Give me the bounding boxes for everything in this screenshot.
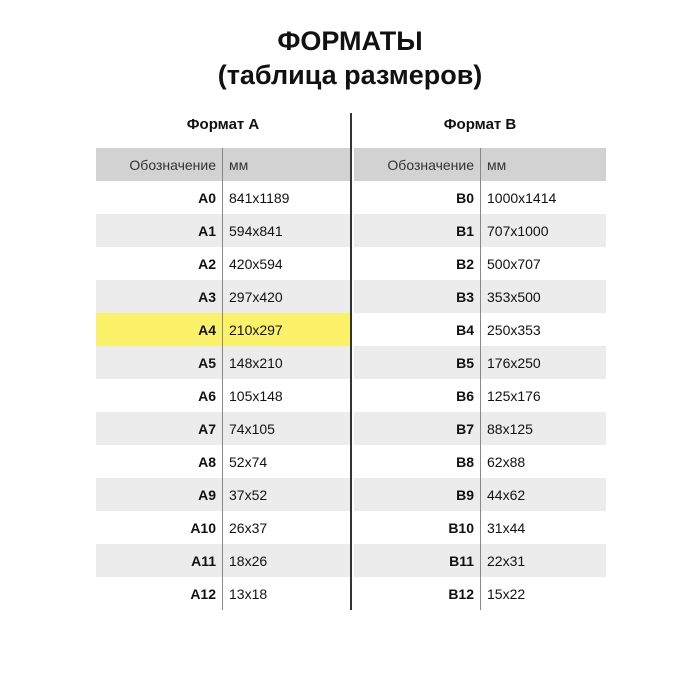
cell-designation: A12	[96, 577, 223, 610]
page-subtitle: (таблица размеров)	[217, 60, 483, 90]
cell-designation: A0	[96, 181, 223, 214]
cell-size: 13x18	[229, 585, 268, 602]
cell-designation: B5	[354, 346, 481, 379]
table-row: B10 31x44	[354, 511, 606, 544]
table-row: B0 1000x1414	[354, 181, 606, 214]
table-row: A9 37x52	[96, 478, 350, 511]
cell-designation: B10	[354, 511, 481, 544]
table-header: Обозначение мм	[354, 148, 606, 181]
format-b-heading: Формат B	[443, 116, 517, 133]
cell-size: 148x210	[229, 354, 283, 371]
cell-size: 18x26	[229, 552, 268, 569]
table-row: A0 841x1189	[96, 181, 350, 214]
cell-designation: B6	[354, 379, 481, 412]
table-row: B8 62x88	[354, 445, 606, 478]
divider	[350, 113, 352, 610]
table-row: B5 176x250	[354, 346, 606, 379]
cell-designation: B12	[354, 577, 481, 610]
cell-designation: B2	[354, 247, 481, 280]
cell-size: 841x1189	[229, 189, 290, 206]
cell-designation: B11	[354, 544, 481, 577]
cell-size: 297x420	[229, 288, 283, 305]
cell-designation: B7	[354, 412, 481, 445]
table-row: B1 707x1000	[354, 214, 606, 247]
table-row: B11 22x31	[354, 544, 606, 577]
cell-size: 420x594	[229, 255, 283, 272]
cell-designation: A7	[96, 412, 223, 445]
cell-size: 15x22	[487, 585, 526, 602]
cell-designation: A5	[96, 346, 223, 379]
table-row: B9 44x62	[354, 478, 606, 511]
cell-size: 353x500	[487, 288, 541, 305]
table-row: A4 210x297	[96, 313, 350, 346]
cell-designation: B9	[354, 478, 481, 511]
table-row: B3 353x500	[354, 280, 606, 313]
table-row: A12 13x18	[96, 577, 350, 610]
cell-size: 176x250	[487, 354, 541, 371]
cell-designation: B8	[354, 445, 481, 478]
cell-designation: Обозначение	[96, 148, 223, 181]
cell-size: 250x353	[487, 321, 541, 338]
table-row: A2 420x594	[96, 247, 350, 280]
format-b-table: Обозначение мм B0 1000x1414 B1 707x1000 B2 500x…	[354, 148, 606, 610]
cell-size: 44x62	[487, 486, 526, 503]
table-row: A7 74x105	[96, 412, 350, 445]
cell-size: 52x74	[229, 453, 268, 470]
table-row: B7 88x125	[354, 412, 606, 445]
table-row: A11 18x26	[96, 544, 350, 577]
cell-designation: A11	[96, 544, 223, 577]
table-row: A3 297x420	[96, 280, 350, 313]
cell-size: 62x88	[487, 453, 526, 470]
cell-size: 74x105	[229, 420, 275, 437]
table-row: A1 594x841	[96, 214, 350, 247]
cell-designation: A3	[96, 280, 223, 313]
cell-designation: A1	[96, 214, 223, 247]
cell-designation: B3	[354, 280, 481, 313]
cell-size: мм	[229, 156, 249, 173]
table-row: B2 500x707	[354, 247, 606, 280]
format-a-table: Обозначение мм A0 841x1189 A1 594x841 A2 420x59…	[96, 148, 350, 610]
table-row: A6 105x148	[96, 379, 350, 412]
cell-size: 125x176	[487, 387, 541, 404]
cell-designation: A9	[96, 478, 223, 511]
cell-designation: A10	[96, 511, 223, 544]
cell-size: 37x52	[229, 486, 268, 503]
cell-size: 500x707	[487, 255, 541, 272]
table-row: B12 15x22	[354, 577, 606, 610]
cell-designation: A4	[96, 313, 223, 346]
cell-designation: A6	[96, 379, 223, 412]
cell-size: 31x44	[487, 519, 526, 536]
cell-size: 105x148	[229, 387, 283, 404]
cell-size: 707x1000	[487, 222, 549, 239]
cell-size: 26x37	[229, 519, 268, 536]
cell-designation: B4	[354, 313, 481, 346]
cell-designation: A2	[96, 247, 223, 280]
cell-designation: B0	[354, 181, 481, 214]
cell-designation: Обозначение	[354, 148, 481, 181]
cell-size: 88x125	[487, 420, 533, 437]
table-row: A5 148x210	[96, 346, 350, 379]
table-row: B6 125x176	[354, 379, 606, 412]
cell-designation: B1	[354, 214, 481, 247]
table-row: A8 52x74	[96, 445, 350, 478]
cell-size: 594x841	[229, 222, 283, 239]
table-header: Обозначение мм	[96, 148, 350, 181]
cell-size: мм	[487, 156, 507, 173]
cell-designation: A8	[96, 445, 223, 478]
format-a-heading: Формат A	[186, 116, 260, 133]
page-title: ФОРМАТЫ	[277, 26, 423, 56]
table-row: A10 26x37	[96, 511, 350, 544]
cell-size: 22x31	[487, 552, 526, 569]
cell-size: 210x297	[229, 321, 283, 338]
cell-size: 1000x1414	[487, 189, 557, 206]
table-row: B4 250x353	[354, 313, 606, 346]
